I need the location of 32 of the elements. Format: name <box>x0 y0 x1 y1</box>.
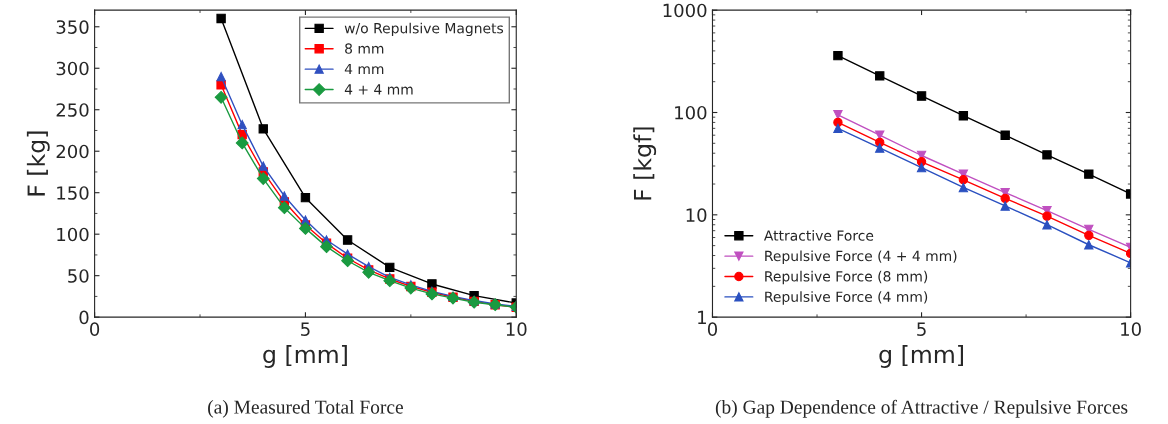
y-tick-label: 1000 <box>663 3 707 18</box>
y-tick-label: 200 <box>56 144 89 159</box>
y-axis-title: F [kg] <box>26 131 50 196</box>
y-tick-label: 300 <box>56 61 89 76</box>
y-tick-label: 150 <box>57 186 89 200</box>
x-tick-label: 10 <box>506 322 527 336</box>
x-tick-label: 0 <box>707 322 718 336</box>
x-tick-label: 5 <box>917 322 926 336</box>
text: (b) Gap Dependence of Attractive / Repulsive Forces <box>715 399 1128 418</box>
legend-label: Repulsive Force (4 mm) <box>765 291 928 305</box>
y-axis-title: F [kgf] <box>633 127 657 200</box>
y-tick-label: 100 <box>675 105 707 120</box>
y-tick-label: 0 <box>79 310 89 325</box>
x-tick-label: 10 <box>1121 322 1141 336</box>
legend-label: 8 mm <box>345 43 384 54</box>
legend-label: Repulsive Force (4 + 4 mm) <box>765 250 957 264</box>
legend-label: w/o Repulsive Magnets <box>344 22 504 37</box>
y-tick-label: 100 <box>57 227 89 242</box>
y-tick-label: 350 <box>56 20 89 34</box>
x-tick-label: 0 <box>90 322 100 336</box>
text: (a) Measured Total Force <box>208 400 403 418</box>
legend-label: 4 mm <box>344 63 384 74</box>
x-axis-title: g [mm] <box>879 345 963 368</box>
y-tick-label: 50 <box>68 269 89 283</box>
y-tick-label: 10 <box>686 208 707 222</box>
legend-label: 4 + 4 mm <box>344 84 413 95</box>
x-tick-label: 5 <box>301 322 310 336</box>
legend-label: Attractive Force <box>763 230 874 241</box>
y-tick-label: 1 <box>698 310 706 325</box>
y-tick-label: 250 <box>56 103 89 117</box>
legend-label: Repulsive Force (8 mm) <box>765 270 928 285</box>
x-axis-title: g [mm] <box>263 345 347 368</box>
